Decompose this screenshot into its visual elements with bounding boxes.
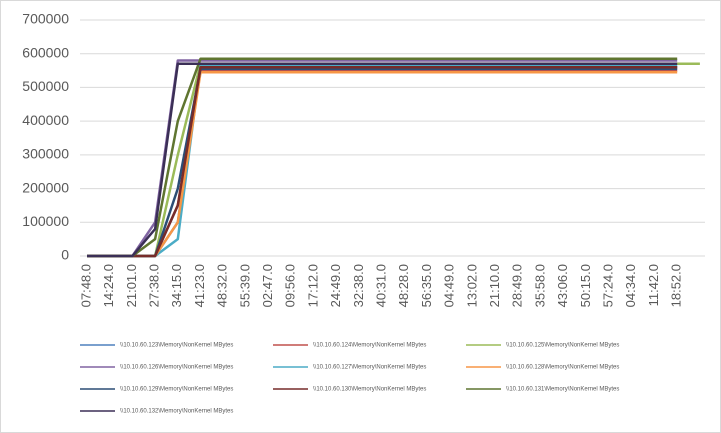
x-tick-label: 34:15.0 — [169, 264, 184, 307]
series-line — [87, 62, 678, 258]
series-line — [87, 64, 678, 258]
series-line — [87, 59, 678, 258]
legend-label: \\10.10.60.126\Memory\NonKernel MBytes — [120, 365, 233, 371]
x-tick-label: 07:48.0 — [78, 264, 93, 307]
y-tick-label: 200000 — [22, 179, 69, 195]
legend-label: \\10.10.60.127\Memory\NonKernel MBytes — [313, 365, 426, 371]
x-tick-label: 17:12.0 — [305, 264, 320, 307]
legend-label: \\10.10.60.131\Memory\NonKernel MBytes — [506, 387, 619, 393]
legend-label: \\10.10.60.130\Memory\NonKernel MBytes — [313, 387, 426, 393]
series-line — [87, 71, 678, 258]
y-tick-label: 100000 — [22, 213, 69, 229]
x-tick-label: 21:01.0 — [124, 264, 139, 307]
x-tick-label: 48:28.0 — [396, 264, 411, 307]
series-line — [87, 65, 678, 258]
x-tick-label: 04:34.0 — [623, 264, 638, 307]
x-tick-label: 56:35.0 — [419, 264, 434, 307]
x-tick-label: 21:10.0 — [487, 264, 502, 307]
x-tick-label: 09:56.0 — [283, 264, 298, 307]
x-tick-label: 40:31.0 — [374, 264, 389, 307]
y-tick-label: 700000 — [22, 11, 69, 27]
y-tick-label: 600000 — [22, 44, 69, 60]
x-tick-label: 13:02.0 — [464, 264, 479, 307]
legend-label: \\10.10.60.124\Memory\NonKernel MBytes — [313, 343, 426, 349]
legend-label: \\10.10.60.132\Memory\NonKernel MBytes — [120, 409, 233, 415]
x-tick-label: 04:49.0 — [442, 264, 457, 307]
x-tick-label: 24:49.0 — [328, 264, 343, 307]
x-tick-label: 32:38.0 — [351, 264, 366, 307]
x-tick-label: 35:58.0 — [532, 264, 547, 307]
x-tick-label: 48:32.0 — [215, 264, 230, 307]
x-tick-label: 18:52.0 — [669, 264, 684, 307]
legend-label: \\10.10.60.128\Memory\NonKernel MBytes — [506, 365, 619, 371]
x-tick-label: 57:24.0 — [601, 264, 616, 307]
x-tick-label: 28:49.0 — [510, 264, 525, 307]
series-line — [87, 57, 678, 258]
x-tick-label: 11:42.0 — [646, 264, 661, 306]
legend-label: \\10.10.60.125\Memory\NonKernel MBytes — [506, 343, 619, 349]
x-tick-label: 43:06.0 — [555, 264, 570, 307]
x-tick-label: 27:38.0 — [147, 264, 162, 307]
x-tick-label: 02:47.0 — [260, 264, 275, 307]
x-tick-label: 41:23.0 — [192, 264, 207, 307]
series-line — [87, 67, 678, 258]
y-tick-label: 500000 — [22, 78, 69, 94]
legend-label: \\10.10.60.129\Memory\NonKernel MBytes — [120, 387, 233, 393]
x-tick-label: 55:39.0 — [237, 264, 252, 307]
y-tick-label: 400000 — [22, 112, 69, 128]
x-tick-label: 14:24.0 — [101, 264, 116, 307]
y-tick-label: 0 — [61, 247, 69, 263]
x-tick-label: 50:15.0 — [578, 264, 593, 307]
legend-label: \\10.10.60.123\Memory\NonKernel MBytes — [120, 343, 233, 349]
y-tick-label: 300000 — [22, 146, 69, 162]
